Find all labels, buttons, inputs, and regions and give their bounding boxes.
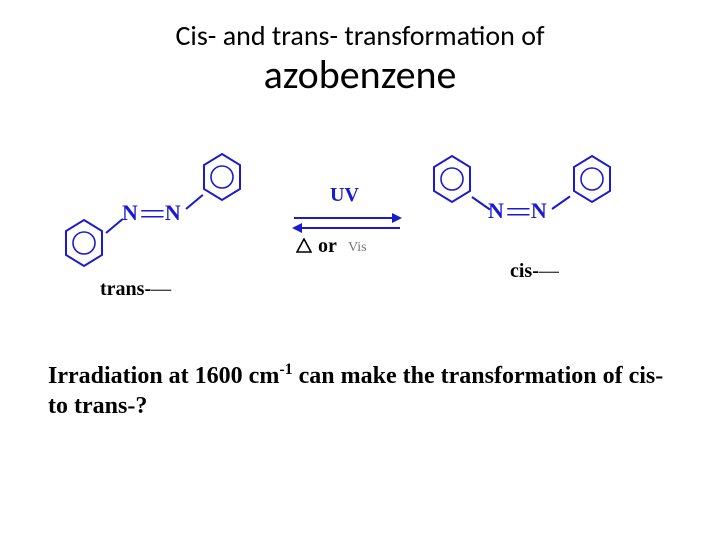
benzene-ring-icon bbox=[570, 154, 614, 204]
n-atom-label: N bbox=[165, 200, 181, 225]
question-prefix: Irradiation at 1600 cm bbox=[48, 363, 279, 389]
cis-isomer-label: cis-— bbox=[510, 260, 559, 283]
n-atom-label: N bbox=[122, 200, 138, 225]
title-line-2: azobenzene bbox=[0, 50, 720, 99]
n-double-n-label: N — — N bbox=[122, 200, 181, 226]
n-double-n-label: N — — N bbox=[488, 198, 547, 224]
question-superscript: -1 bbox=[279, 361, 292, 378]
trans-molecule: N — — N trans-— bbox=[60, 160, 270, 300]
uv-label: UV bbox=[330, 184, 359, 207]
dash-icon: — bbox=[539, 260, 559, 282]
bond-line bbox=[551, 196, 570, 210]
reaction-diagram: N — — N trans-— UV bbox=[60, 140, 660, 320]
dash-icon: — bbox=[151, 278, 171, 300]
benzene-ring-icon bbox=[430, 154, 474, 204]
benzene-ring-icon bbox=[62, 218, 106, 268]
n-atom-label: N bbox=[488, 198, 504, 223]
n-atom-label: N bbox=[531, 198, 547, 223]
heat-triangle-icon bbox=[296, 238, 312, 254]
trans-text: trans- bbox=[100, 278, 151, 300]
trans-isomer-label: trans-— bbox=[100, 278, 171, 301]
benzene-ring-icon bbox=[200, 152, 244, 202]
equilibrium-arrow-icon bbox=[292, 210, 402, 236]
cis-molecule: N — — N cis-— bbox=[430, 160, 650, 300]
or-label: or bbox=[318, 235, 337, 258]
cis-text: cis- bbox=[510, 260, 539, 282]
equilibrium-arrows: UV or Vis bbox=[292, 180, 402, 270]
title-line-1: Cis- and trans- transformation of bbox=[0, 18, 720, 53]
question-text: Irradiation at 1600 cm-1 can make the tr… bbox=[48, 360, 668, 421]
vis-label: Vis bbox=[348, 240, 367, 256]
bond-line bbox=[105, 218, 123, 234]
